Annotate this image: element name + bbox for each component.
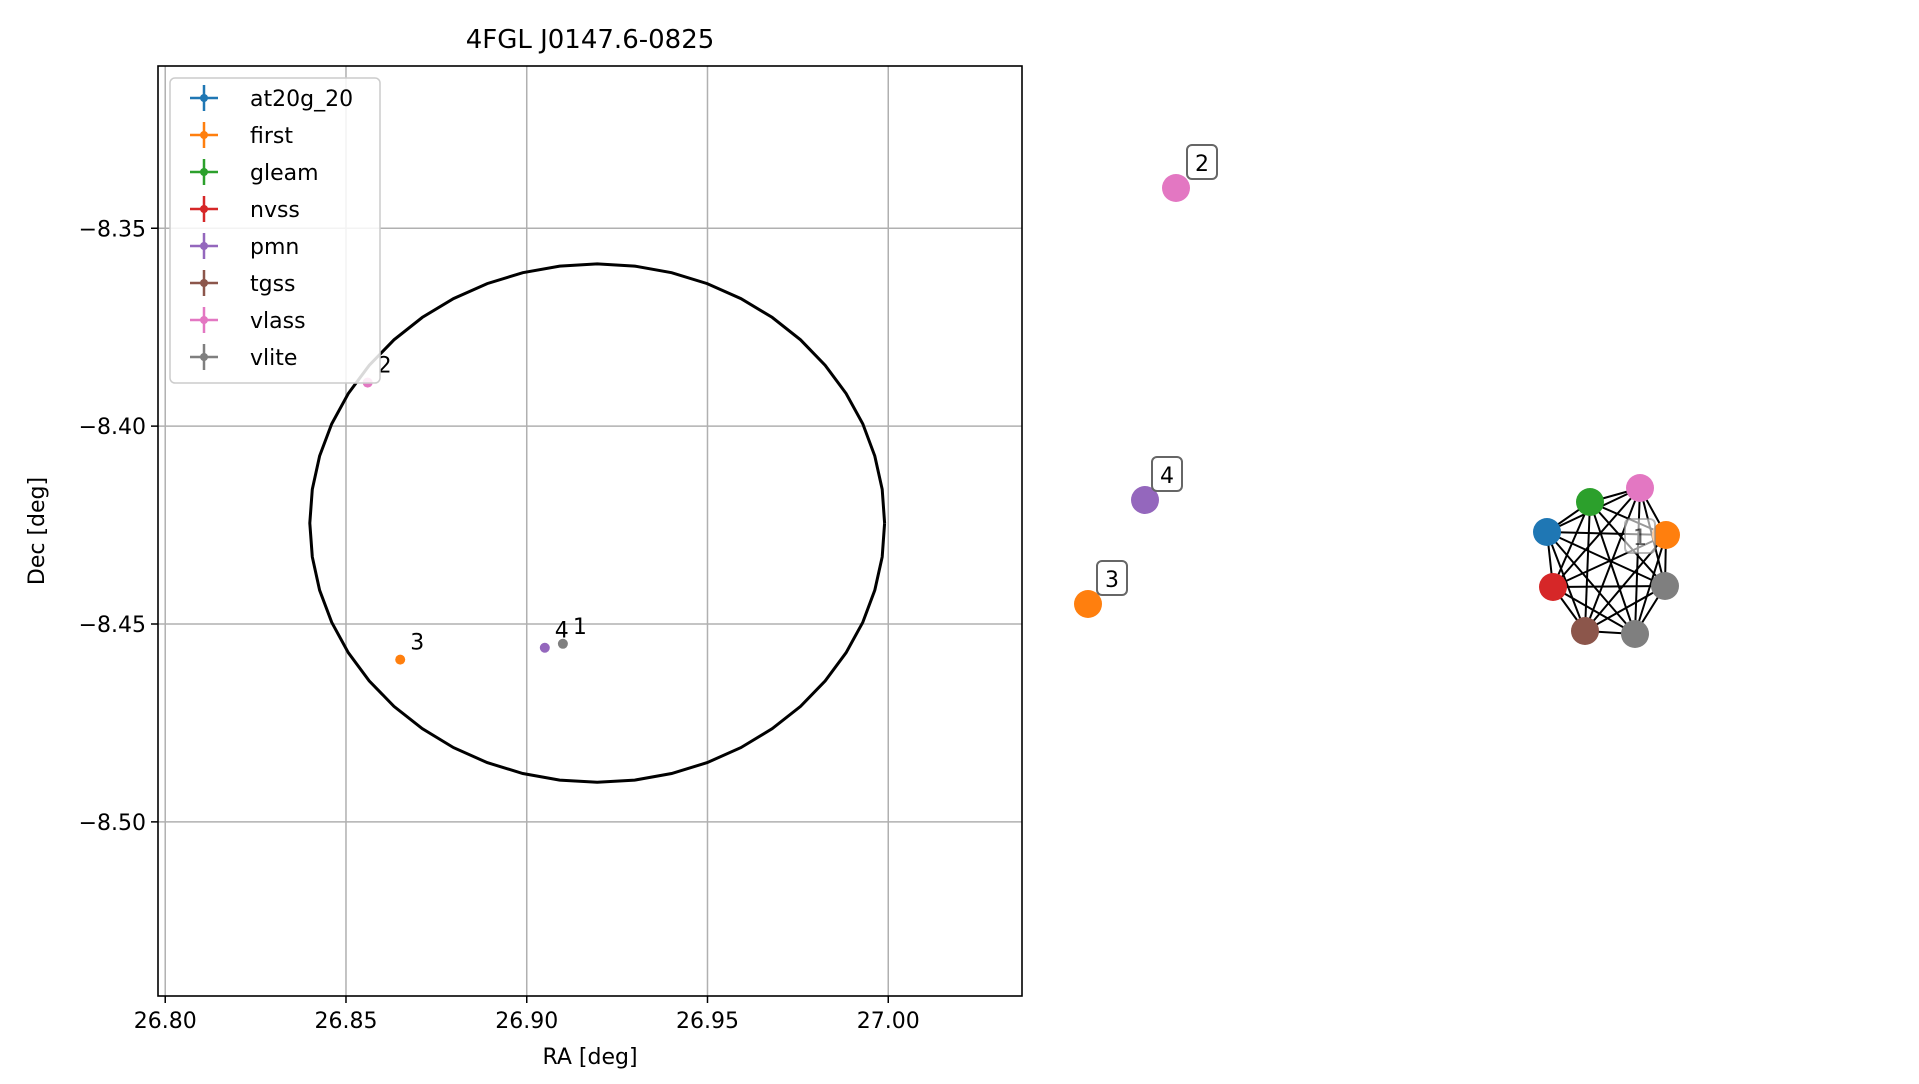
network-edge	[1546, 531, 1636, 635]
network-edges	[1546, 487, 1667, 635]
cluster-label-box	[1624, 518, 1656, 554]
network-edge	[1584, 501, 1591, 632]
legend-item: vlite	[190, 344, 297, 371]
network-node	[1533, 518, 1561, 546]
legend-item: vlass	[190, 307, 306, 334]
node-label-text: 2	[1195, 152, 1209, 177]
plot-area: 2 3 4 1	[308, 262, 887, 784]
network-edge	[1634, 534, 1667, 635]
x-tick-label: 26.95	[676, 1009, 739, 1034]
network-node	[1626, 474, 1654, 502]
network-node	[1576, 488, 1604, 516]
legend-box	[169, 77, 381, 384]
source-point-label: 4	[555, 619, 569, 644]
localization-ellipse	[308, 262, 887, 784]
legend-label: vlite	[250, 346, 297, 371]
network-node	[1652, 521, 1680, 549]
network-node	[1651, 572, 1679, 600]
legend-marker-dot	[200, 242, 208, 250]
source-point	[395, 654, 406, 665]
network-node-label: 3	[1096, 560, 1128, 596]
network-labels: 2 4 3 1	[1096, 144, 1656, 596]
source-points: 2 3 4 1	[362, 354, 587, 665]
legend-label: vlass	[250, 309, 306, 334]
x-tick-label: 27.00	[857, 1009, 920, 1034]
legend-item: at20g_20	[190, 85, 353, 112]
source-point-label: 3	[410, 631, 424, 656]
legend-marker-dot	[200, 205, 208, 213]
network-node	[1621, 620, 1649, 648]
legend-label: first	[250, 124, 293, 149]
y-tick-label: −8.35	[79, 217, 146, 242]
source-point	[539, 642, 550, 653]
legend-item: pmn	[190, 233, 299, 260]
network-edge	[1552, 487, 1641, 588]
node-label-box	[1186, 144, 1218, 180]
chart-title: 4FGL J0147.6-0825	[466, 25, 715, 55]
cluster-label-text: 1	[1633, 526, 1647, 551]
network-node	[1162, 174, 1190, 202]
network-node-label: 2	[1186, 144, 1218, 180]
legend-label: gleam	[250, 161, 319, 186]
legend-label: pmn	[250, 235, 299, 260]
node-label-box	[1096, 560, 1128, 596]
network-node	[1539, 573, 1567, 601]
node-label-text: 4	[1160, 464, 1174, 489]
x-tick-label: 26.85	[314, 1009, 377, 1034]
legend-marker-dot	[200, 94, 208, 102]
network-edge	[1552, 585, 1666, 588]
y-tick-label: −8.50	[79, 811, 146, 836]
legend-label: tgss	[250, 272, 296, 297]
x-tick-label: 26.90	[495, 1009, 558, 1034]
y-tick-label: −8.40	[79, 415, 146, 440]
legend-marker-dot	[200, 353, 208, 361]
legend-label: nvss	[250, 198, 300, 223]
network-edge	[1546, 531, 1666, 587]
network-node	[1074, 590, 1102, 618]
axes-frame	[157, 65, 1023, 997]
network-node	[1571, 617, 1599, 645]
legend-item: nvss	[190, 196, 300, 223]
x-tick-label: 26.80	[134, 1009, 197, 1034]
x-axis-ticks: 26.80 26.85 26.90 26.95 27.00	[134, 996, 920, 1034]
legend-item: first	[190, 122, 293, 149]
source-point-label: 2	[378, 354, 392, 379]
legend-label: at20g_20	[250, 87, 353, 112]
source-point-label: 1	[573, 615, 587, 640]
network-edge	[1634, 487, 1641, 635]
source-point	[557, 638, 568, 649]
x-axis-label: RA [deg]	[542, 1045, 637, 1070]
network-node-label: 4	[1151, 456, 1183, 492]
network-edge	[1552, 586, 1636, 635]
y-axis-ticks: −8.35 −8.40 −8.45 −8.50	[79, 217, 158, 836]
legend-marker-dot	[200, 279, 208, 287]
network-node	[1131, 486, 1159, 514]
legend-item: gleam	[190, 159, 319, 186]
network-nodes	[1074, 174, 1680, 648]
legend-marker-dot	[200, 316, 208, 324]
network-edge	[1552, 501, 1591, 588]
legend-marker-dot	[200, 168, 208, 176]
node-label-box	[1151, 456, 1183, 492]
cluster-label: 1	[1624, 518, 1656, 554]
node-label-text: 3	[1105, 568, 1119, 593]
legend-item: tgss	[190, 270, 296, 297]
network-graph: 2 4 3 1	[1074, 144, 1680, 648]
y-axis-label: Dec [deg]	[25, 477, 50, 585]
sky-plot: 4FGL J0147.6-0825 23 4 1 26.80 26.85 26.90 26…	[25, 25, 1023, 1070]
network-edge	[1584, 585, 1666, 632]
network-edge	[1589, 501, 1636, 635]
legend-marker-dot	[200, 131, 208, 139]
y-tick-label: −8.45	[79, 613, 146, 638]
